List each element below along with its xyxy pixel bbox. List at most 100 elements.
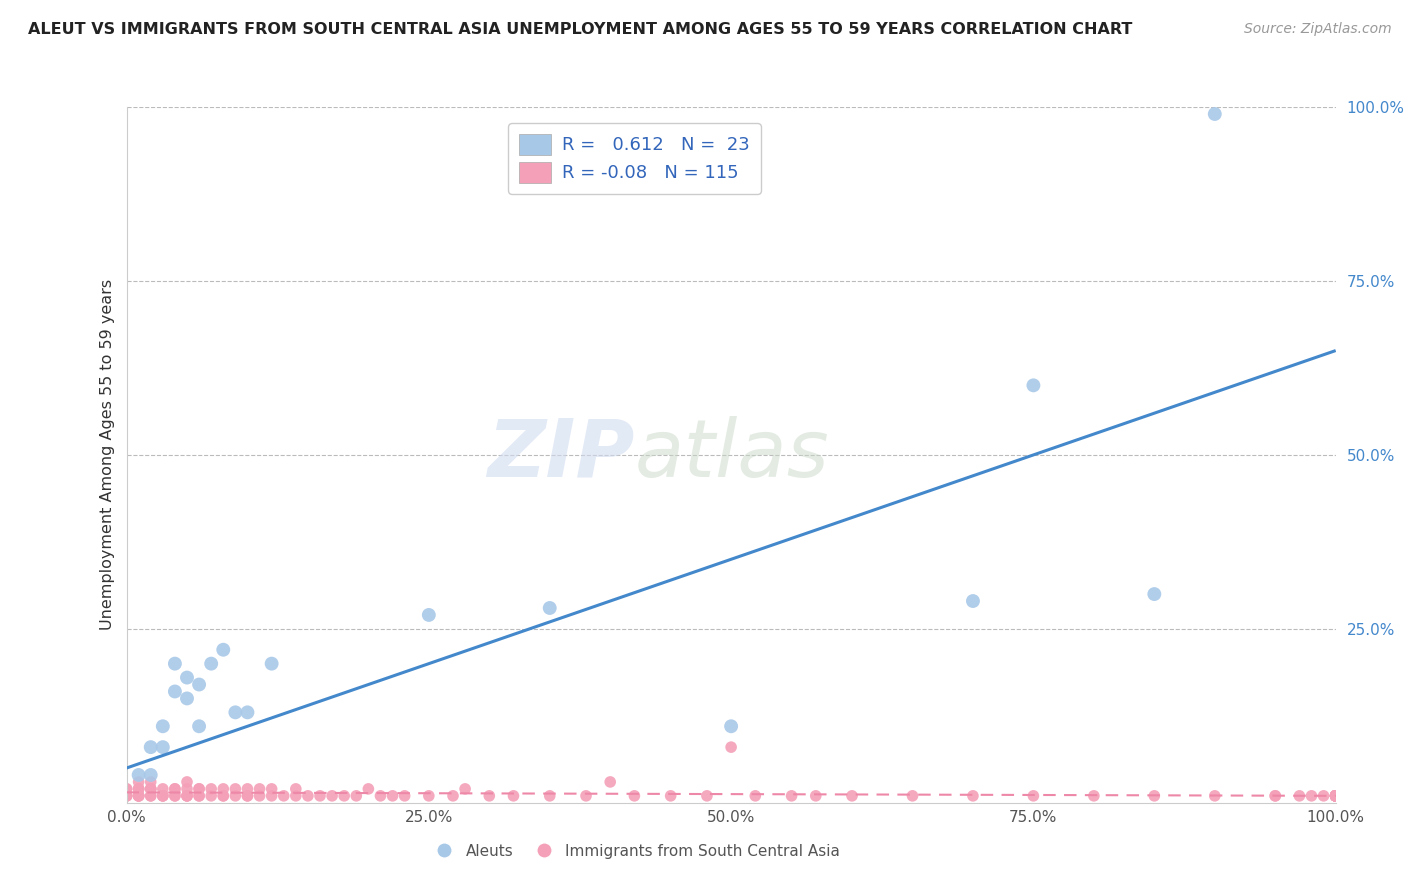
Point	[804, 789, 827, 803]
Point	[1324, 789, 1347, 803]
Point	[236, 781, 259, 796]
Point	[502, 789, 524, 803]
Point	[128, 775, 150, 789]
Point	[176, 789, 198, 803]
Point	[1324, 789, 1347, 803]
Point	[538, 789, 561, 803]
Point	[1324, 789, 1347, 803]
Point	[441, 789, 464, 803]
Point	[115, 789, 138, 803]
Point	[1204, 789, 1226, 803]
Point	[152, 781, 174, 796]
Point	[1324, 789, 1347, 803]
Point	[115, 789, 138, 803]
Text: Source: ZipAtlas.com: Source: ZipAtlas.com	[1244, 22, 1392, 37]
Point	[115, 789, 138, 803]
Point	[418, 607, 440, 622]
Point	[1324, 789, 1347, 803]
Point	[1324, 789, 1347, 803]
Point	[260, 657, 283, 671]
Point	[139, 781, 162, 796]
Point	[394, 789, 416, 803]
Point	[128, 781, 150, 796]
Point	[1264, 789, 1286, 803]
Point	[115, 781, 138, 796]
Point	[163, 781, 186, 796]
Point	[128, 789, 150, 803]
Point	[224, 706, 246, 720]
Point	[357, 781, 380, 796]
Point	[224, 781, 246, 796]
Point	[139, 789, 162, 803]
Y-axis label: Unemployment Among Ages 55 to 59 years: Unemployment Among Ages 55 to 59 years	[100, 279, 115, 631]
Text: ZIP: ZIP	[486, 416, 634, 494]
Point	[176, 671, 198, 685]
Point	[188, 781, 211, 796]
Point	[599, 775, 621, 789]
Point	[163, 657, 186, 671]
Point	[200, 789, 222, 803]
Point	[1264, 789, 1286, 803]
Point	[249, 789, 271, 803]
Point	[575, 789, 598, 803]
Point	[284, 789, 307, 803]
Point	[139, 740, 162, 755]
Point	[188, 677, 211, 691]
Point	[1143, 587, 1166, 601]
Point	[176, 691, 198, 706]
Point	[1324, 789, 1347, 803]
Point	[139, 768, 162, 782]
Point	[1324, 789, 1347, 803]
Point	[1324, 789, 1347, 803]
Point	[152, 740, 174, 755]
Point	[188, 719, 211, 733]
Point	[163, 781, 186, 796]
Point	[1083, 789, 1105, 803]
Point	[321, 789, 343, 803]
Point	[176, 789, 198, 803]
Point	[284, 781, 307, 796]
Point	[152, 789, 174, 803]
Point	[1022, 789, 1045, 803]
Point	[478, 789, 501, 803]
Point	[720, 719, 742, 733]
Point	[744, 789, 766, 803]
Point	[128, 789, 150, 803]
Point	[454, 781, 477, 796]
Point	[1324, 789, 1347, 803]
Point	[224, 789, 246, 803]
Point	[212, 642, 235, 657]
Point	[128, 781, 150, 796]
Point	[273, 789, 295, 803]
Point	[1324, 789, 1347, 803]
Point	[1312, 789, 1334, 803]
Point	[236, 789, 259, 803]
Point	[176, 789, 198, 803]
Point	[1324, 789, 1347, 803]
Point	[176, 781, 198, 796]
Point	[1324, 789, 1347, 803]
Point	[333, 789, 356, 803]
Point	[176, 775, 198, 789]
Point	[1324, 789, 1347, 803]
Point	[188, 789, 211, 803]
Point	[200, 781, 222, 796]
Legend: Aleuts, Immigrants from South Central Asia: Aleuts, Immigrants from South Central As…	[423, 838, 846, 864]
Point	[381, 789, 404, 803]
Point	[1324, 789, 1347, 803]
Point	[297, 789, 319, 803]
Point	[139, 781, 162, 796]
Point	[344, 789, 367, 803]
Point	[128, 781, 150, 796]
Point	[1324, 789, 1347, 803]
Point	[128, 768, 150, 782]
Point	[249, 781, 271, 796]
Point	[152, 789, 174, 803]
Point	[212, 789, 235, 803]
Point	[139, 789, 162, 803]
Point	[1324, 789, 1347, 803]
Point	[188, 781, 211, 796]
Point	[780, 789, 803, 803]
Point	[128, 789, 150, 803]
Point	[115, 789, 138, 803]
